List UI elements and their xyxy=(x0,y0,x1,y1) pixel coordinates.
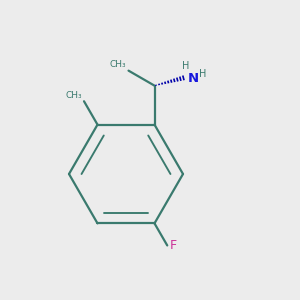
Text: H: H xyxy=(182,61,190,71)
Text: CH₃: CH₃ xyxy=(66,91,82,100)
Text: CH₃: CH₃ xyxy=(110,60,126,69)
Text: H: H xyxy=(199,70,207,80)
Text: F: F xyxy=(170,239,177,252)
Text: N: N xyxy=(188,72,199,85)
